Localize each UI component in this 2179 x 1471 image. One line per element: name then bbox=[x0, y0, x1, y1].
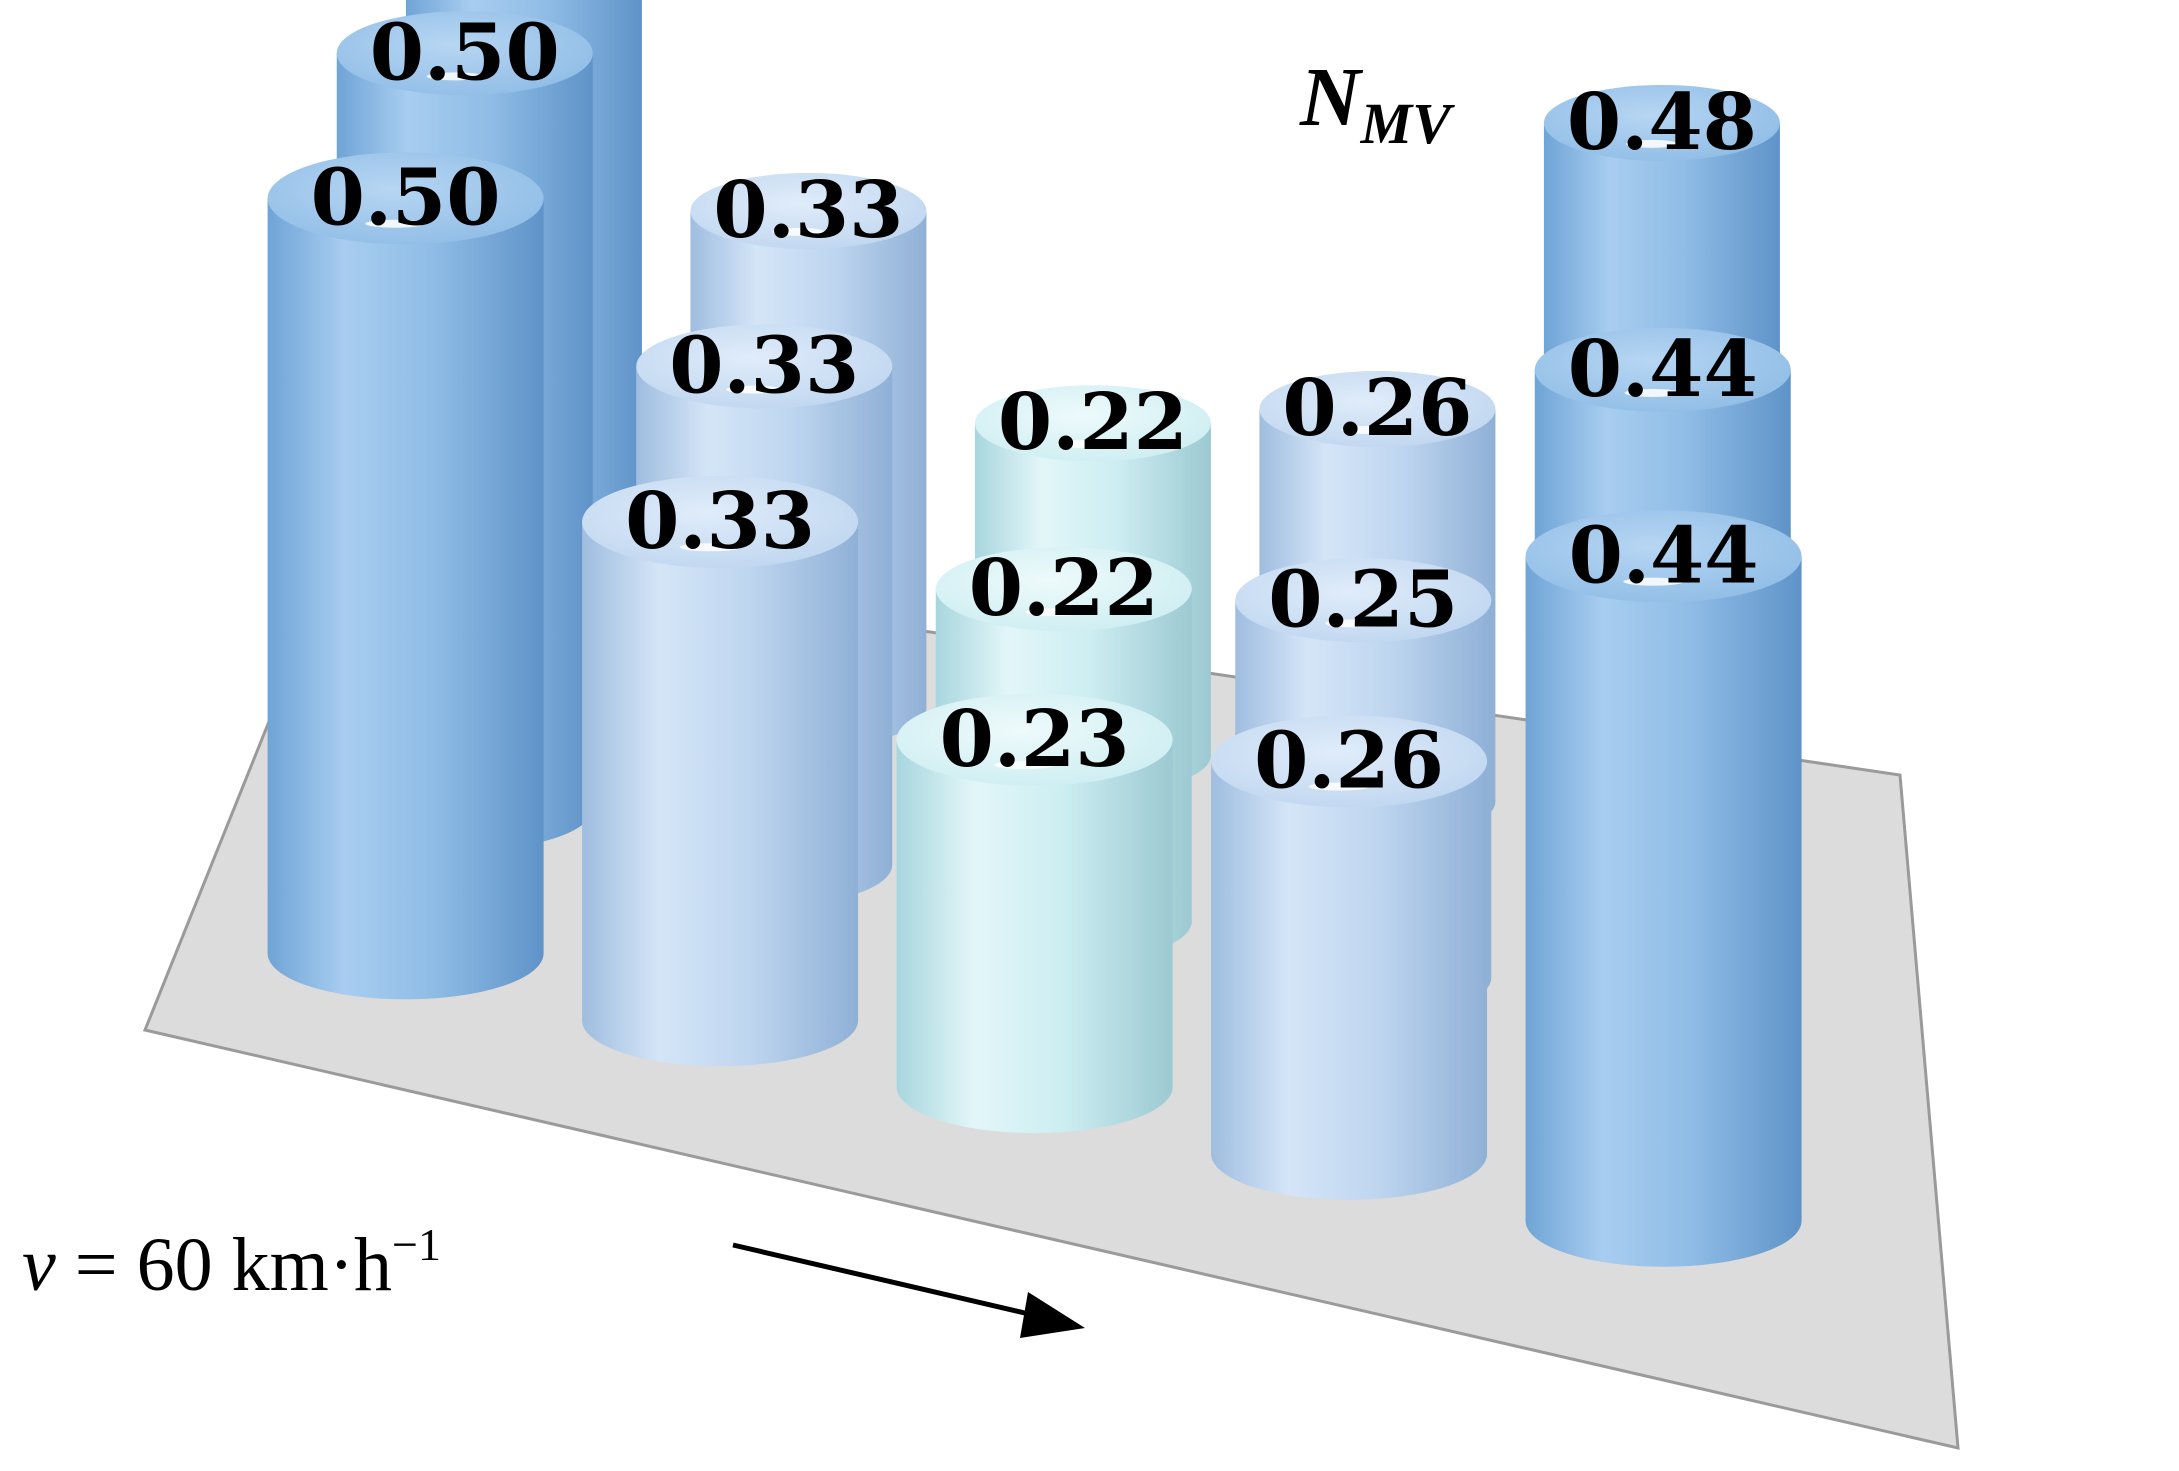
bar-highlight bbox=[679, 543, 741, 552]
bar-top bbox=[636, 324, 893, 409]
bar-value-label: 0.26 bbox=[1282, 363, 1472, 454]
velocity-label: v = 60 km·h−1 bbox=[22, 1219, 441, 1307]
bar-top bbox=[935, 547, 1192, 632]
bar-top bbox=[974, 385, 1211, 462]
bar-highlight bbox=[1623, 577, 1684, 586]
bar-highlight bbox=[772, 227, 825, 236]
chart-title-subscript: MV bbox=[1360, 91, 1456, 156]
bar-highlight bbox=[1325, 619, 1382, 628]
bar-highlight bbox=[994, 761, 1055, 770]
bar-highlight bbox=[365, 219, 426, 228]
bar-top bbox=[1543, 84, 1780, 161]
bar-highlight bbox=[1625, 139, 1678, 148]
velocity-expression: = 60 km·h bbox=[56, 1223, 392, 1307]
bar-top bbox=[1534, 327, 1791, 412]
bar-top bbox=[267, 152, 544, 245]
bar-highlight bbox=[426, 72, 483, 81]
bar-value-label: 0.25 bbox=[1268, 554, 1458, 645]
bar-value-label: 0.44 bbox=[1569, 510, 1759, 601]
bar-2-4: 0.44 bbox=[1525, 510, 1802, 1267]
bar-value-label: 0.44 bbox=[1568, 324, 1758, 415]
bar-2-1: 0.33 bbox=[582, 475, 859, 1067]
bar-body bbox=[267, 198, 544, 1000]
velocity-exponent: −1 bbox=[392, 1219, 441, 1270]
bar-body bbox=[582, 521, 859, 1067]
bar-group: 0.510.330.220.260.480.500.330.220.250.44… bbox=[267, 0, 1802, 1267]
bar-body bbox=[1525, 556, 1802, 1267]
chart-title-main: N bbox=[1299, 51, 1364, 144]
bar-top bbox=[1525, 510, 1802, 603]
direction-arrow bbox=[732, 1242, 1085, 1338]
bar-highlight bbox=[1025, 608, 1082, 617]
bar-value-label: 0.48 bbox=[1567, 77, 1757, 168]
bar-2-2: 0.23 bbox=[896, 693, 1173, 1134]
bar-highlight bbox=[1624, 388, 1681, 397]
bar-top bbox=[336, 11, 593, 96]
bar-body bbox=[896, 739, 1173, 1134]
bar-top bbox=[1211, 715, 1488, 808]
bar-top bbox=[1235, 558, 1492, 643]
bar-top bbox=[1259, 370, 1496, 447]
bar-value-label: 0.26 bbox=[1254, 715, 1444, 806]
bar-value-label: 0.33 bbox=[625, 476, 815, 567]
chart-title: NMV bbox=[1299, 51, 1455, 156]
bar-value-label: 0.33 bbox=[713, 165, 903, 256]
bar-top bbox=[582, 475, 859, 568]
bar-top bbox=[690, 172, 927, 249]
bar-value-label: 0.50 bbox=[311, 152, 501, 243]
bar-value-label: 0.22 bbox=[998, 377, 1188, 468]
bar-value-label: 0.33 bbox=[669, 320, 859, 411]
bar-highlight bbox=[1056, 440, 1109, 449]
bar-value-label: 0.22 bbox=[969, 543, 1159, 634]
bar-body bbox=[1211, 761, 1488, 1200]
velocity-symbol: v bbox=[22, 1223, 56, 1307]
bar-value-label: 0.50 bbox=[370, 7, 560, 98]
bar-top bbox=[896, 693, 1173, 786]
bar-highlight bbox=[1308, 782, 1370, 791]
bar-2-3: 0.26 bbox=[1211, 715, 1488, 1200]
bar-2-0: 0.50 bbox=[267, 152, 544, 1000]
bar-highlight bbox=[1341, 425, 1394, 434]
bar-highlight bbox=[726, 385, 783, 394]
bar-value-label: 0.23 bbox=[940, 694, 1130, 785]
